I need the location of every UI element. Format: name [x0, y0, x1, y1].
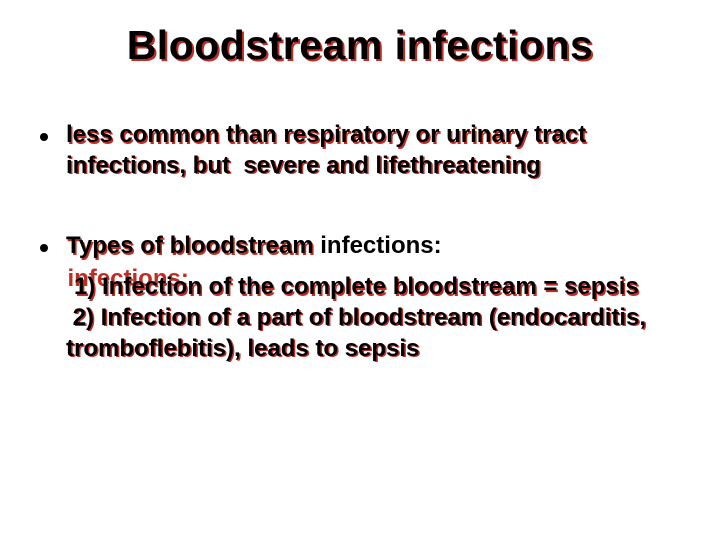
bullet-dot-icon	[40, 244, 48, 252]
bullet-2-text: Types of bloodstream infections: Types o…	[66, 231, 442, 262]
bullet-2-front: Types of bloodstream infections:	[66, 232, 442, 259]
sub-2: 2) Infection of a part of bloodstream (e…	[66, 303, 680, 364]
bullet-1-text: less common than respiratory or urinary …	[66, 120, 680, 181]
bullet-2: Types of bloodstream infections: Types o…	[40, 231, 680, 262]
sub-1: 1) Infection of the complete bloodstream…	[74, 272, 680, 303]
slide-title: Bloodstream infections Bloodstream infec…	[0, 22, 720, 69]
slide-body: less common than respiratory or urinary …	[40, 120, 680, 364]
sub-1-front: 1) Infection of the complete bloodstream…	[74, 273, 639, 300]
spacer	[40, 191, 680, 231]
title-text: Bloodstream infections	[127, 22, 594, 68]
bullet-1: less common than respiratory or urinary …	[40, 120, 680, 181]
slide: Bloodstream infections Bloodstream infec…	[0, 0, 720, 540]
bullet-dot-icon	[40, 133, 48, 141]
